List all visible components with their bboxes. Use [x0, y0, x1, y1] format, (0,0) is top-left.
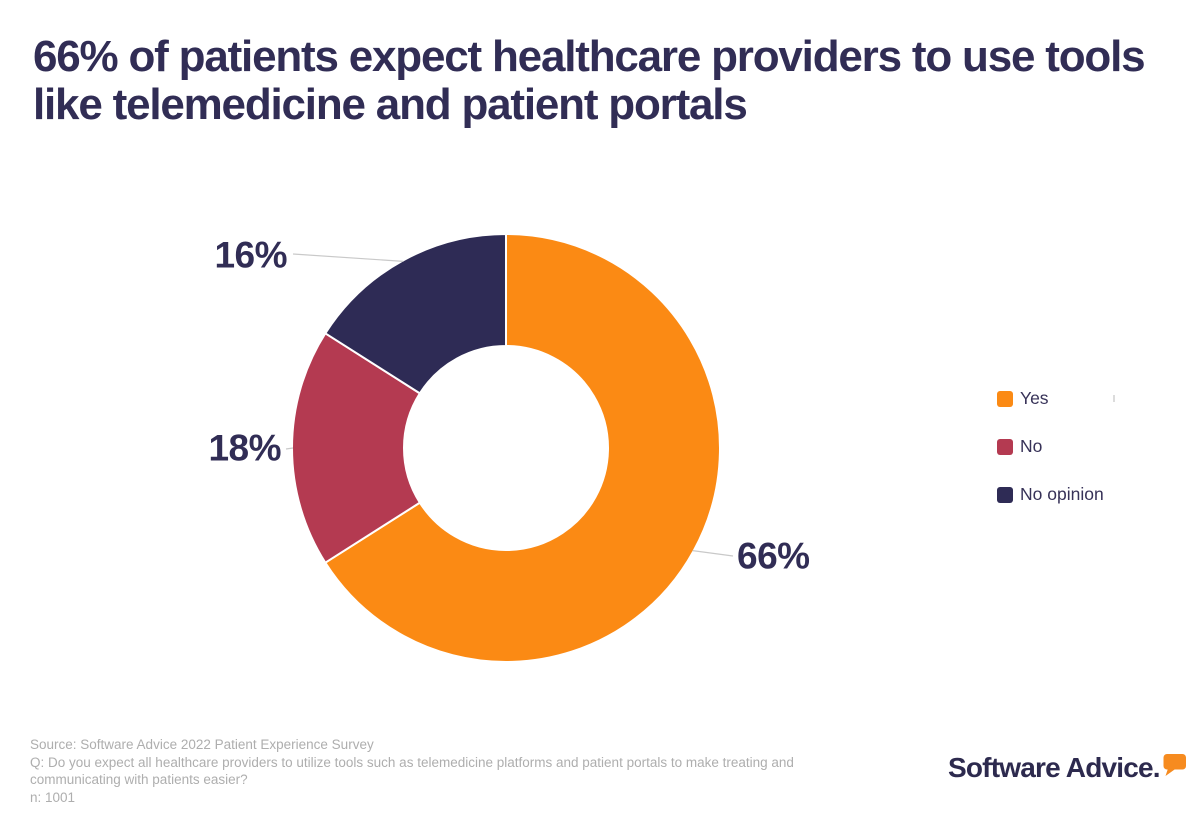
legend-label-no: No [1020, 436, 1043, 456]
source-note: Source: Software Advice 2022 Patient Exp… [30, 737, 374, 752]
footer-notes: Source: Software Advice 2022 Patient Exp… [30, 736, 875, 806]
donut-label-yes: 66% [737, 536, 810, 577]
chart-legend: Yes No No opinion [997, 388, 1104, 534]
software-advice-logo: Software Advice. [948, 754, 1189, 782]
donut-segment-no-opinion[interactable] [324, 233, 507, 395]
legend-item-no-opinion[interactable]: No opinion [997, 484, 1104, 504]
legend-swatch-no [997, 438, 1013, 455]
leader-line-yes [692, 550, 734, 557]
legend-item-yes[interactable]: Yes [997, 388, 1104, 408]
speech-bubble-tail [1165, 768, 1176, 776]
logo-wordmark: Software Advice. [948, 752, 1161, 783]
legend-item-no[interactable]: No [997, 436, 1104, 456]
legend-swatch-no-opinion [997, 486, 1013, 503]
chart-title: 66% of patients expect healthcare provid… [33, 32, 1146, 129]
question-note: Q: Do you expect all healthcare provider… [30, 754, 794, 788]
donut-segment-yes[interactable] [324, 233, 721, 663]
legend-label-yes: Yes [1020, 388, 1049, 408]
donut-label-no: 18% [208, 428, 281, 469]
speech-bubble-icon [1163, 754, 1186, 776]
leader-line-no [285, 447, 294, 450]
leader-line-no-opinion [292, 253, 404, 262]
stray-tick-artifact [1113, 395, 1115, 402]
speech-bubble-body [1163, 754, 1186, 770]
donut-segment-no[interactable] [291, 332, 421, 564]
legend-label-no-opinion: No opinion [1020, 484, 1104, 504]
sample-size-note: n: 1001 [30, 789, 76, 805]
legend-swatch-yes [997, 390, 1013, 407]
donut-label-no-opinion: 16% [214, 235, 287, 276]
